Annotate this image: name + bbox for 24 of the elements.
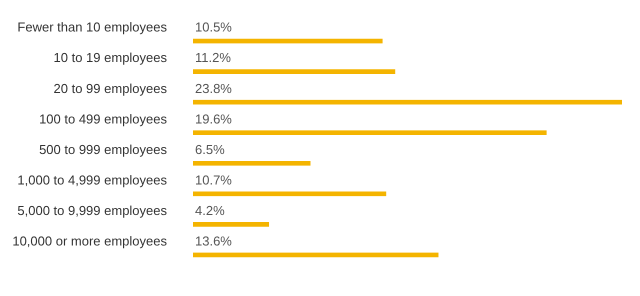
bar bbox=[193, 100, 622, 105]
data-label: 10.7% bbox=[195, 172, 232, 188]
y-tick-label: Fewer than 10 employees bbox=[17, 20, 168, 35]
y-tick-label: 1,000 to 4,999 employees bbox=[17, 172, 168, 188]
data-label: 11.2% bbox=[195, 50, 232, 66]
y-tick-label: 100 to 499 employees bbox=[39, 111, 168, 126]
bar bbox=[193, 38, 383, 44]
data-label: 19.6% bbox=[195, 111, 232, 126]
bar bbox=[193, 191, 386, 196]
data-label: 6.5% bbox=[195, 142, 226, 157]
data-label: 13.6% bbox=[195, 234, 232, 249]
data-label: 23.8% bbox=[195, 80, 232, 96]
y-tick-label: 5,000 to 9,999 employees bbox=[17, 202, 168, 218]
bar bbox=[193, 252, 438, 258]
y-tick-label: 20 to 99 employees bbox=[54, 80, 168, 96]
bar bbox=[193, 130, 547, 136]
bar bbox=[193, 160, 310, 166]
data-label: 4.2% bbox=[195, 202, 226, 218]
y-tick-label: 500 to 999 employees bbox=[39, 142, 168, 157]
y-tick-label: 10,000 or more employees bbox=[12, 234, 168, 249]
data-label: 10.5% bbox=[195, 20, 232, 35]
bar bbox=[193, 222, 270, 227]
y-tick-label: 10 to 19 employees bbox=[54, 50, 168, 66]
bar bbox=[193, 69, 396, 74]
